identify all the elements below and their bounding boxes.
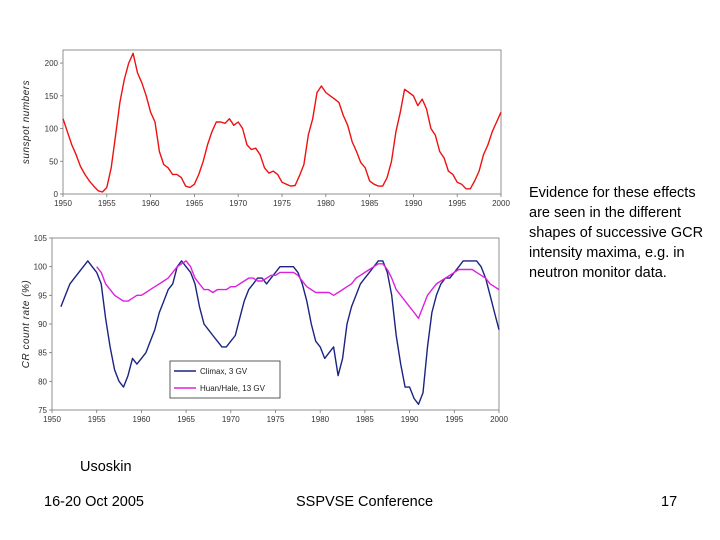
sunspot-xtick-label: 1975: [273, 199, 291, 208]
cr-series-line-2: [96, 260, 500, 320]
cr-ytick-label: 100: [34, 263, 48, 272]
sunspot-ytick-label: 50: [49, 157, 58, 166]
side-text: Evidence for these effects are seen in t…: [529, 185, 704, 281]
cr-xtick-label: 1955: [88, 415, 106, 424]
sunspot-xtick-label: 1995: [448, 199, 466, 208]
cr-ytick-label: 90: [38, 320, 47, 329]
cr-xtick-label: 1950: [43, 415, 61, 424]
sunspot-ytick-label: 150: [45, 92, 59, 101]
page-number: 17: [661, 494, 678, 510]
cosmic-ray-chart: 75 80 85 90 95 100 105 1950 1955 1960 1965 1970 1975…: [21, 234, 508, 424]
sunspot-ytick-label: 100: [45, 125, 59, 134]
sunspot-xtick-label: 1985: [361, 199, 379, 208]
sunspot-xtick-label: 1950: [54, 199, 72, 208]
sunspot-xtick-label: 1970: [229, 199, 247, 208]
cr-xtick-label: 1985: [356, 415, 374, 424]
cr-xtick-label: 1975: [267, 415, 285, 424]
cr-xtick-label: 1960: [133, 415, 151, 424]
footer-conference: SSPVSE Conference: [296, 494, 434, 510]
cr-xtick-label: 2000: [490, 415, 508, 424]
sunspot-y-axis-label: sunspot numbers: [21, 80, 32, 164]
cr-ytick-label: 85: [38, 349, 47, 358]
cr-series-line-1: [60, 260, 500, 406]
sunspot-ytick-label: 200: [45, 59, 59, 68]
cr-ytick-label: 80: [38, 377, 47, 386]
footer-date: 16-20 Oct 2005: [44, 494, 144, 510]
sunspot-xtick-label: 1980: [317, 199, 335, 208]
sunspot-ytick-label: 0: [54, 190, 59, 199]
cr-ytick-label: 95: [38, 291, 47, 300]
sunspot-xtick-label: 2000: [492, 199, 510, 208]
sunspot-plot-frame: [62, 49, 502, 195]
sunspot-xtick-label: 1990: [405, 199, 423, 208]
sunspot-series-line-1: [62, 52, 502, 193]
cr-xtick-label: 1965: [177, 415, 195, 424]
sunspot-xtick-label: 1960: [142, 199, 160, 208]
sunspot-xtick-label: 1965: [186, 199, 204, 208]
cr-legend-label: Huan/Hale, 13 GV: [200, 384, 266, 393]
sunspot-chart: 0 50 100 150 200 1950 1955 1960 1965 1970 1975 1980…: [21, 49, 510, 208]
cr-xtick-label: 1980: [311, 415, 329, 424]
credit-label: Usoskin: [80, 459, 132, 475]
sunspot-xtick-label: 1955: [98, 199, 116, 208]
cr-legend-label: Climax, 3 GV: [200, 367, 248, 376]
cr-legend: Climax, 3 GV Huan/Hale, 13 GV: [169, 360, 281, 399]
cr-legend-box: [169, 360, 281, 399]
cr-ytick-label: 105: [34, 234, 48, 243]
figure: 0 50 100 150 200 1950 1955 1960 1965 1970 1975 1980…: [20, 45, 512, 435]
cr-xtick-label: 1990: [401, 415, 419, 424]
cr-xtick-label: 1970: [222, 415, 240, 424]
cr-y-axis-label: CR count rate (%): [21, 280, 32, 369]
cr-ytick-label: 75: [38, 406, 47, 415]
cr-xtick-label: 1995: [445, 415, 463, 424]
